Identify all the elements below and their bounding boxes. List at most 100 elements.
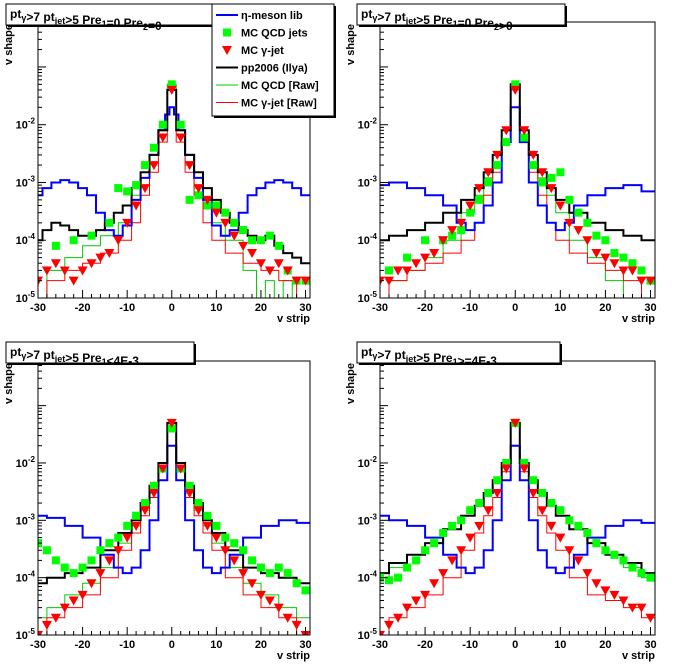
x-tick-label: 30 <box>644 639 656 651</box>
marker-gamma-jet <box>59 266 70 276</box>
marker-gamma-jet <box>247 249 258 259</box>
marker-gamma-jet <box>50 613 61 623</box>
plot-frame <box>37 360 311 636</box>
title-box <box>356 341 561 364</box>
marker-gamma-jet <box>501 126 512 136</box>
legend-label: MC QCD [Raw] <box>241 80 319 92</box>
marker-gamma-jet <box>38 276 43 286</box>
marker-gamma-jet <box>600 253 611 263</box>
marker-qcd-jets <box>457 516 466 525</box>
marker-qcd-jets <box>385 576 394 585</box>
marker-gamma-jet <box>474 521 485 531</box>
marker-gamma-jet <box>166 85 177 95</box>
marker-qcd-jets <box>239 546 248 555</box>
marker-gamma-jet <box>273 259 284 269</box>
y-tick-label: 10-3 <box>16 174 36 189</box>
x-axis-title: v strip <box>622 650 655 662</box>
marker-gamma-jet <box>591 579 602 589</box>
marker-gamma-jet <box>573 226 584 236</box>
marker-qcd-jets <box>421 236 430 245</box>
marker-gamma-jet <box>104 556 115 566</box>
marker-qcd-jets <box>646 573 655 582</box>
marker-qcd-jets <box>493 476 502 485</box>
legend-label: MC γ-jet <box>241 45 284 57</box>
legend: η-meson lib MC QCD jets MC γ-jet pp2006 (Il… <box>211 3 336 118</box>
marker-gamma-jet <box>104 249 115 259</box>
legend-label: η-meson lib <box>241 10 303 22</box>
x-tick-label: 10 <box>210 302 222 314</box>
x-tick-label: 20 <box>599 639 611 651</box>
marker-qcd-jets <box>132 181 141 190</box>
marker-qcd-jets <box>484 178 493 187</box>
marker-gamma-jet <box>546 184 557 194</box>
marker-qcd-jets <box>141 499 150 508</box>
marker-gamma-jet <box>627 266 638 276</box>
plot-area <box>38 418 310 635</box>
x-tick-label: -10 <box>462 639 478 651</box>
x-tick-label: 20 <box>255 302 267 314</box>
marker-gamma-jet <box>166 418 177 428</box>
series-mc-qcd-raw- <box>380 83 655 298</box>
marker-gamma-jet <box>68 276 79 286</box>
marker-qcd-jets <box>538 488 547 497</box>
marker-gamma-jet <box>113 236 124 246</box>
marker-gamma-jet <box>411 259 422 269</box>
x-tick-label: -20 <box>417 302 433 314</box>
y-tick-label: 10-2 <box>358 117 378 132</box>
marker-qcd-jets <box>274 241 283 250</box>
marker-gamma-jet <box>402 266 413 276</box>
series-mc-jet-raw- <box>380 89 655 298</box>
plot-area <box>380 418 655 635</box>
y-axis-title: v shape <box>345 363 357 404</box>
marker-gamma-jet <box>148 488 159 498</box>
marker-gamma-jet <box>600 586 611 596</box>
x-tick-label: -20 <box>75 302 91 314</box>
marker-gamma-jet <box>95 569 106 579</box>
panel-title: ptγ>7 ptjet>5 Pre1=0 Pre2>0 <box>361 7 513 33</box>
marker-gamma-jet <box>86 579 97 589</box>
marker-qcd-jets <box>619 253 628 262</box>
series-pp2006-ilya- <box>38 421 310 585</box>
series-mc-qcd-raw- <box>38 422 310 619</box>
marker-qcd-jets <box>158 120 167 129</box>
marker-qcd-jets <box>601 236 610 245</box>
marker-gamma-jet <box>555 533 566 543</box>
marker-gamma-jet <box>582 236 593 246</box>
marker-qcd-jets <box>78 563 87 572</box>
marker-qcd-jets <box>493 161 502 170</box>
y-tick-label: 10-3 <box>358 512 378 527</box>
marker-qcd-jets <box>176 120 185 129</box>
x-tick-label: -20 <box>75 639 91 651</box>
marker-qcd-jets <box>123 521 132 530</box>
y-tick-label: 10-4 <box>16 232 36 247</box>
marker-qcd-jets <box>114 533 123 542</box>
panel-title: ptγ>7 ptjet>5 Pre1<4E-3 <box>10 345 139 368</box>
marker-gamma-jet <box>291 276 302 286</box>
marker-gamma-jet <box>609 590 620 600</box>
marker-qcd-jets <box>502 138 511 147</box>
marker-qcd-jets <box>51 241 60 250</box>
x-tick-label: 0 <box>169 639 175 651</box>
x-tick-label: -10 <box>462 302 478 314</box>
marker-gamma-jet <box>546 521 557 531</box>
marker-qcd-jets <box>185 481 194 490</box>
marker-gamma-jet <box>447 226 458 236</box>
plot-area <box>380 80 655 298</box>
marker-gamma-jet <box>380 631 385 635</box>
marker-gamma-jet <box>501 464 512 474</box>
marker-gamma-jet <box>537 168 548 178</box>
marker-gamma-jet <box>384 276 395 286</box>
marker-qcd-jets <box>412 556 421 565</box>
series-mc-jet-raw- <box>380 425 655 635</box>
x-axis-title: v strip <box>622 313 655 325</box>
legend-swatch <box>223 28 231 37</box>
marker-gamma-jet <box>645 276 655 286</box>
marker-gamma-jet <box>113 546 124 556</box>
marker-qcd-jets <box>520 458 529 467</box>
y-tick-label: 10-4 <box>358 570 378 585</box>
marker-gamma-jet <box>555 201 566 211</box>
series--meson-lib <box>38 106 310 237</box>
marker-gamma-jet <box>528 150 539 160</box>
marker-gamma-jet <box>519 126 530 136</box>
marker-qcd-jets <box>248 236 257 245</box>
